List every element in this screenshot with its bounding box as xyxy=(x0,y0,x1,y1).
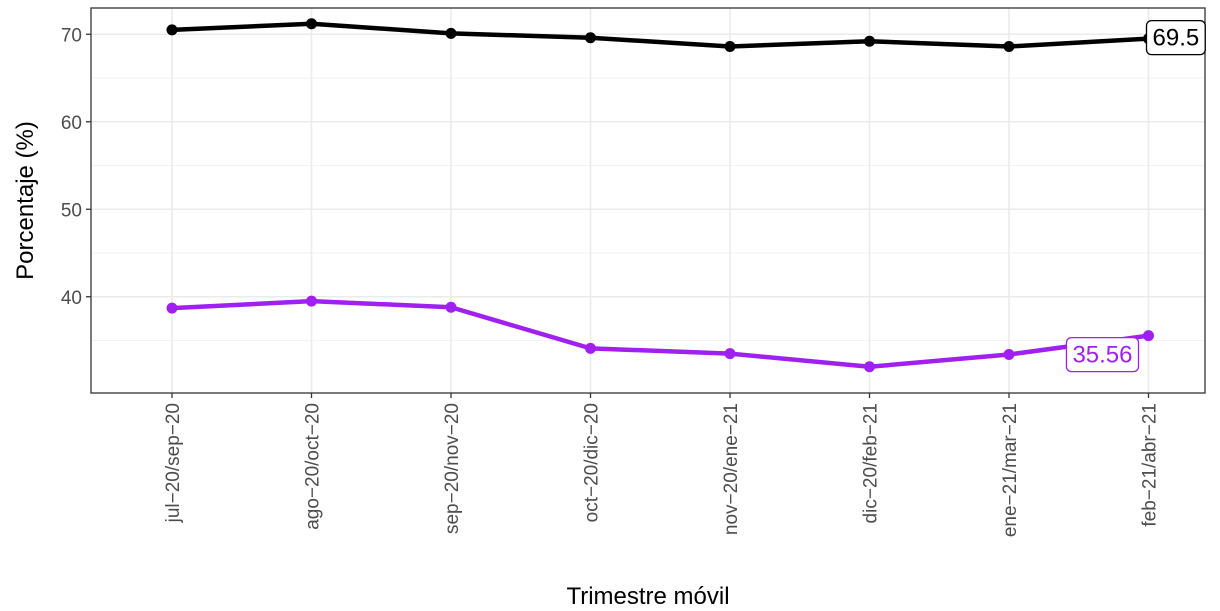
x-tick-label: ago−20/oct−20 xyxy=(303,403,324,530)
x-tick-label: ene−21/mar−21 xyxy=(1000,403,1021,537)
x-tick-label: nov−20/ene−21 xyxy=(721,403,742,535)
series-2-point xyxy=(166,302,178,314)
y-tick-label: 50 xyxy=(61,200,82,221)
end-label-series-1: 69.5 xyxy=(1145,19,1206,56)
series-1-point xyxy=(306,18,317,30)
grid-layer xyxy=(91,8,1205,393)
series-1-point xyxy=(445,27,457,39)
series-2-point xyxy=(585,342,596,354)
y-tick-label: 70 xyxy=(61,25,82,46)
series-2-point xyxy=(1003,349,1015,360)
y-tick-label: 40 xyxy=(61,288,82,309)
series-line-1 xyxy=(169,21,1151,49)
end-label-series-2-box xyxy=(1065,336,1140,373)
y-tick-label: 60 xyxy=(61,113,82,134)
series-2-point xyxy=(1143,330,1154,342)
series-layer xyxy=(166,18,1154,373)
end-label-series-2-text: 35.56 xyxy=(1072,342,1132,369)
series-1-point xyxy=(585,32,596,44)
end-label-series-1-box xyxy=(1145,19,1206,56)
end-label-layer: 69.5 35.56 xyxy=(1065,19,1206,373)
x-tick-label: oct−20/dic−20 xyxy=(582,403,603,522)
x-tick-label: sep−20/nov−20 xyxy=(442,403,463,534)
series-2-point xyxy=(864,361,875,373)
series-line-2 xyxy=(169,298,1151,369)
series-1-point xyxy=(864,35,875,47)
x-tick-label: feb−21/abr−21 xyxy=(1140,403,1161,527)
end-label-series-2: 35.56 xyxy=(1065,336,1140,373)
axis-layer: 40 50 60 70 jul−20/sep−20 ago−20/oct−20 sep−20… xyxy=(61,25,1161,537)
series-1-point xyxy=(166,24,178,36)
x-tick-label: jul−20/sep−20 xyxy=(163,403,184,523)
end-label-series-1-text: 69.5 xyxy=(1153,25,1200,52)
plot-border xyxy=(90,7,1206,394)
x-axis-title: Trimestre móvil xyxy=(566,583,729,610)
series-2-point xyxy=(445,301,457,313)
series-1-point xyxy=(1003,41,1015,52)
y-axis-title: Porcentaje (%) xyxy=(12,121,39,280)
series-1-point xyxy=(724,41,736,52)
series-2-point xyxy=(306,295,317,307)
plot-background xyxy=(91,8,1205,393)
x-tick-label: dic−20/feb−21 xyxy=(861,403,882,523)
series-2-point xyxy=(724,348,736,360)
